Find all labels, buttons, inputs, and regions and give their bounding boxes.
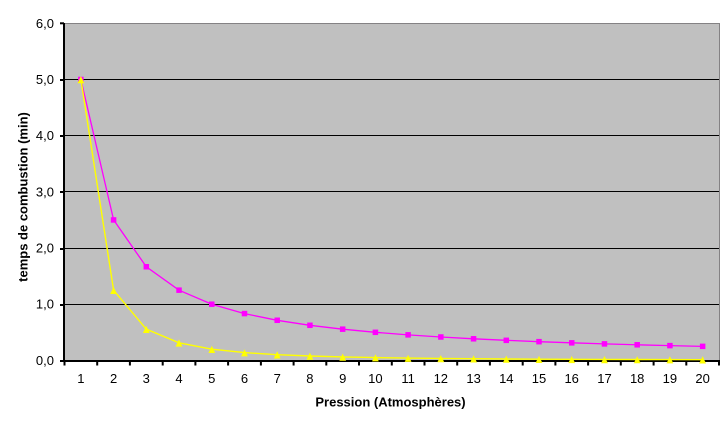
svg-text:6: 6: [241, 371, 248, 386]
svg-text:temps de combustion (min): temps de combustion (min): [16, 112, 31, 282]
svg-text:0,0: 0,0: [36, 353, 54, 368]
svg-text:14: 14: [499, 371, 513, 386]
svg-text:1,0: 1,0: [36, 297, 54, 312]
svg-text:3: 3: [143, 371, 150, 386]
svg-text:18: 18: [630, 371, 644, 386]
svg-text:13: 13: [466, 371, 480, 386]
svg-text:5: 5: [208, 371, 215, 386]
svg-text:15: 15: [532, 371, 546, 386]
svg-text:16: 16: [564, 371, 578, 386]
svg-text:17: 17: [597, 371, 611, 386]
svg-text:20: 20: [695, 371, 709, 386]
svg-text:8: 8: [306, 371, 313, 386]
svg-text:2,0: 2,0: [36, 241, 54, 256]
svg-text:4: 4: [175, 371, 182, 386]
svg-text:2: 2: [110, 371, 117, 386]
svg-text:4,0: 4,0: [36, 128, 54, 143]
svg-text:1: 1: [77, 371, 84, 386]
svg-text:7: 7: [274, 371, 281, 386]
svg-text:Pression (Atmosphères): Pression (Atmosphères): [315, 394, 465, 409]
svg-text:3,0: 3,0: [36, 184, 54, 199]
svg-text:9: 9: [339, 371, 346, 386]
svg-text:5,0: 5,0: [36, 72, 54, 87]
svg-text:6,0: 6,0: [36, 16, 54, 31]
svg-text:12: 12: [434, 371, 448, 386]
svg-text:11: 11: [401, 371, 415, 386]
svg-text:19: 19: [663, 371, 677, 386]
svg-text:10: 10: [368, 371, 382, 386]
